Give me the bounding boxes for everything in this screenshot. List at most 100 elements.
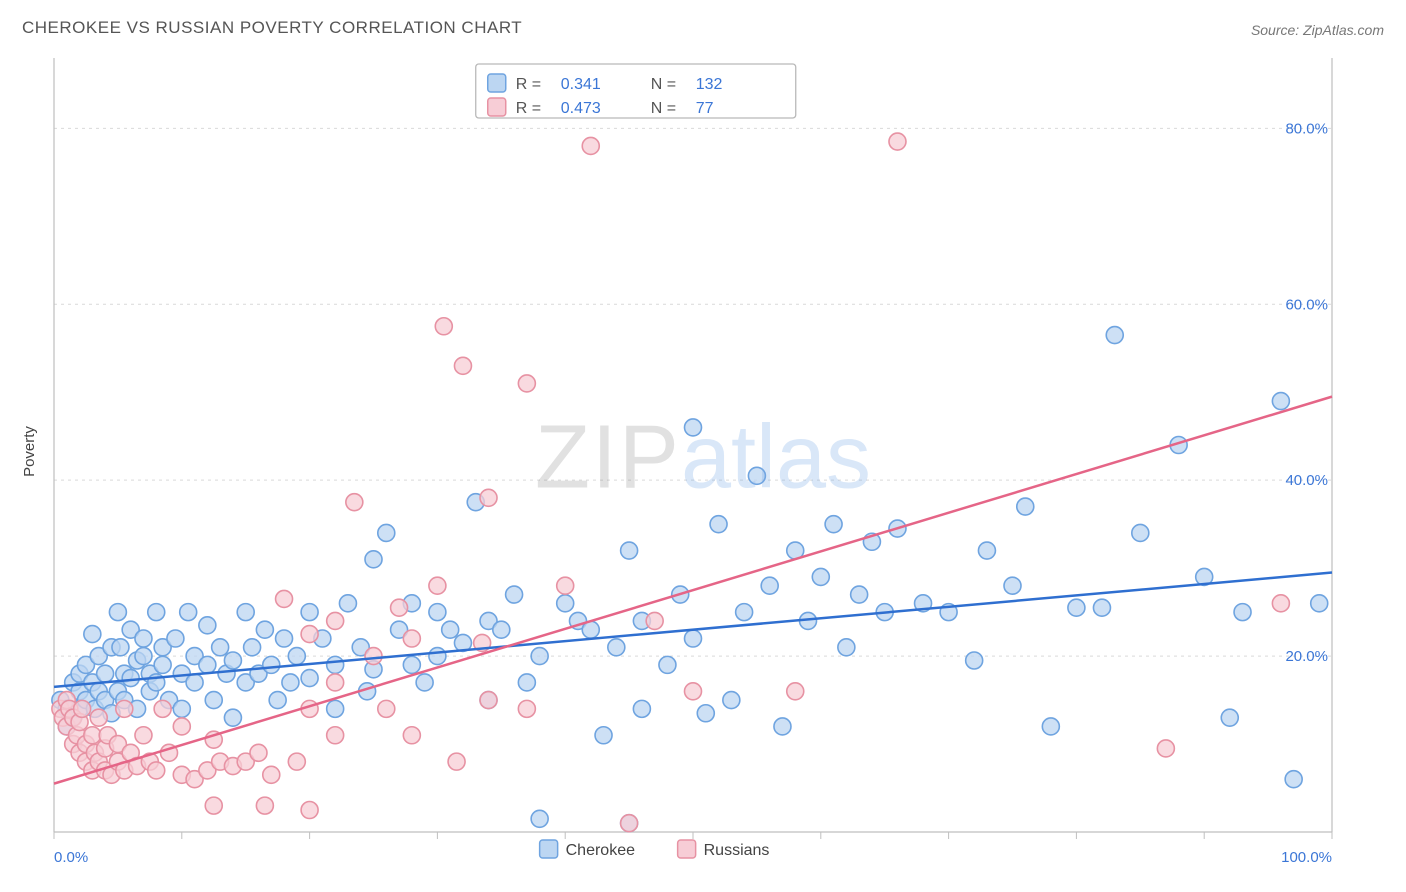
- data-point: [186, 674, 203, 691]
- data-point: [659, 656, 676, 673]
- data-point: [327, 727, 344, 744]
- data-point: [429, 648, 446, 665]
- chart-title: CHEROKEE VS RUSSIAN POVERTY CORRELATION …: [22, 18, 522, 38]
- data-point: [1234, 604, 1251, 621]
- data-point: [90, 709, 107, 726]
- legend-r-value: 0.341: [561, 76, 601, 93]
- data-point: [787, 683, 804, 700]
- data-point: [109, 604, 126, 621]
- data-point: [378, 524, 395, 541]
- data-point: [448, 753, 465, 770]
- data-point: [263, 656, 280, 673]
- data-point: [1004, 577, 1021, 594]
- source-attribution: Source: ZipAtlas.com: [1251, 22, 1384, 38]
- data-point: [112, 639, 129, 656]
- data-point: [557, 577, 574, 594]
- data-point: [237, 604, 254, 621]
- legend-series-label: Russians: [704, 842, 770, 859]
- data-point: [205, 797, 222, 814]
- legend-n-value: 132: [696, 76, 723, 93]
- data-point: [327, 612, 344, 629]
- data-point: [327, 700, 344, 717]
- data-point: [301, 604, 318, 621]
- data-point: [1272, 393, 1289, 410]
- legend-r-label: R =: [516, 76, 541, 93]
- data-point: [531, 648, 548, 665]
- data-point: [256, 621, 273, 638]
- y-tick-label: 80.0%: [1285, 120, 1328, 137]
- legend-swatch: [488, 98, 506, 116]
- data-point: [506, 586, 523, 603]
- data-point: [518, 700, 535, 717]
- data-point: [403, 656, 420, 673]
- data-point: [263, 766, 280, 783]
- data-point: [97, 665, 114, 682]
- data-point: [621, 542, 638, 559]
- legend-n-label: N =: [651, 100, 676, 117]
- data-point: [256, 797, 273, 814]
- y-tick-label: 20.0%: [1285, 648, 1328, 665]
- data-point: [1042, 718, 1059, 735]
- data-point: [365, 551, 382, 568]
- data-point: [685, 630, 702, 647]
- data-point: [1157, 740, 1174, 757]
- data-point: [74, 700, 91, 717]
- data-point: [1132, 524, 1149, 541]
- data-point: [135, 648, 152, 665]
- legend-swatch: [488, 74, 506, 92]
- data-point: [1285, 771, 1302, 788]
- data-point: [633, 700, 650, 717]
- data-point: [339, 595, 356, 612]
- data-point: [595, 727, 612, 744]
- data-point: [173, 700, 190, 717]
- data-point: [199, 617, 216, 634]
- legend-n-label: N =: [651, 76, 676, 93]
- data-point: [761, 577, 778, 594]
- data-point: [269, 692, 286, 709]
- y-tick-label: 40.0%: [1285, 472, 1328, 489]
- scatter-chart: 20.0%40.0%60.0%80.0%0.0%100.0%R =0.341N …: [14, 48, 1392, 878]
- data-point: [301, 670, 318, 687]
- data-point: [1106, 327, 1123, 344]
- data-point: [621, 815, 638, 832]
- data-point: [301, 802, 318, 819]
- data-point: [608, 639, 625, 656]
- data-point: [282, 674, 299, 691]
- data-point: [135, 630, 152, 647]
- data-point: [966, 652, 983, 669]
- data-point: [199, 656, 216, 673]
- data-point: [301, 626, 318, 643]
- data-point: [173, 718, 190, 735]
- data-point: [327, 656, 344, 673]
- data-point: [224, 652, 241, 669]
- data-point: [1311, 595, 1328, 612]
- legend-n-value: 77: [696, 100, 714, 117]
- data-point: [205, 692, 222, 709]
- data-point: [378, 700, 395, 717]
- data-point: [148, 762, 165, 779]
- data-point: [154, 700, 171, 717]
- legend-swatch: [678, 840, 696, 858]
- data-point: [148, 604, 165, 621]
- data-point: [288, 648, 305, 665]
- data-point: [685, 419, 702, 436]
- x-tick-label: 100.0%: [1281, 849, 1332, 866]
- data-point: [250, 744, 267, 761]
- data-point: [557, 595, 574, 612]
- legend-r-label: R =: [516, 100, 541, 117]
- data-point: [978, 542, 995, 559]
- chart-container: Poverty ZIPatlas 20.0%40.0%60.0%80.0%0.0…: [14, 48, 1392, 878]
- data-point: [403, 727, 420, 744]
- data-point: [429, 604, 446, 621]
- data-point: [851, 586, 868, 603]
- data-point: [1221, 709, 1238, 726]
- legend-r-value: 0.473: [561, 100, 601, 117]
- data-point: [774, 718, 791, 735]
- data-point: [276, 590, 293, 607]
- data-point: [710, 516, 727, 533]
- data-point: [582, 137, 599, 154]
- data-point: [122, 670, 139, 687]
- data-point: [723, 692, 740, 709]
- data-point: [327, 674, 344, 691]
- data-point: [429, 577, 446, 594]
